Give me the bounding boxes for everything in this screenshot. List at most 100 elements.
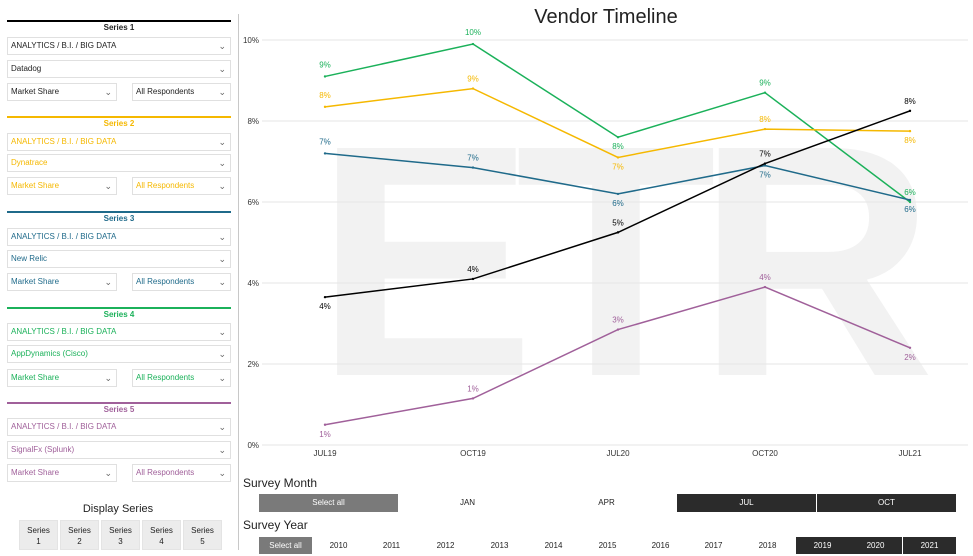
survey-month-jan-button[interactable]: JAN — [459, 498, 476, 507]
chevron-down-icon: ⌄ — [218, 468, 226, 478]
display-series-4-word: Series — [150, 526, 173, 535]
chevron-down-icon: ⌄ — [218, 373, 226, 383]
series-3-point — [471, 166, 475, 169]
series-3-data-label: 7% — [467, 154, 479, 163]
y-tick-label: 10% — [243, 36, 259, 45]
display-series-3-button[interactable]: Series 3 — [101, 520, 140, 550]
series-5-data-label: 1% — [319, 430, 331, 439]
series-5-respondents-select[interactable]: All Respondents ⌄ — [132, 464, 231, 482]
y-tick-label: 8% — [247, 117, 259, 126]
display-series-5-button[interactable]: Series 5 — [183, 520, 222, 550]
series-2-sector-value: ANALYTICS / B.I. / BIG DATA — [11, 137, 117, 146]
series-1-vendor-select[interactable]: Datadog ⌄ — [7, 60, 231, 78]
series-1-respondents-select[interactable]: All Respondents ⌄ — [132, 83, 231, 101]
display-series-5-number: 5 — [200, 537, 205, 546]
series-5-metric-select[interactable]: Market Share ⌄ — [7, 464, 117, 482]
panel-divider — [238, 14, 239, 550]
series-4-sector-select[interactable]: ANALYTICS / B.I. / BIG DATA ⌄ — [7, 323, 231, 341]
y-tick-label: 4% — [247, 279, 259, 288]
series-5-data-label: 1% — [467, 384, 479, 393]
series-3-point — [616, 192, 620, 196]
chevron-down-icon: ⌄ — [104, 87, 112, 97]
display-series-title: Display Series — [82, 503, 154, 515]
series-1-point — [471, 42, 475, 46]
series-2-config: Series 2 ANALYTICS / B.I. / BIG DATA ⌄ Dy… — [7, 116, 231, 195]
survey-year-2013-button[interactable]: 2013 — [490, 541, 509, 550]
series-4-vendor-select[interactable]: AppDynamics (Cisco) ⌄ — [7, 345, 231, 363]
x-tick-label: JUL20 — [606, 449, 630, 458]
series-3-metric-select[interactable]: Market Share ⌄ — [7, 273, 117, 291]
chevron-down-icon: ⌄ — [218, 41, 226, 51]
series-2-metric-value: Market Share — [11, 181, 60, 190]
display-series-2-button[interactable]: Series 2 — [60, 520, 99, 550]
series-1-data-label: 10% — [465, 28, 481, 37]
series-2-vendor-select[interactable]: Dynatrace ⌄ — [7, 154, 231, 172]
series-1-sector-value: ANALYTICS / B.I. / BIG DATA — [11, 41, 117, 50]
survey-year-2010-button[interactable]: 2010 — [329, 541, 348, 550]
series-5-config: Series 5 ANALYTICS / B.I. / BIG DATA ⌄ Si… — [7, 402, 231, 482]
chevron-down-icon: ⌄ — [218, 181, 226, 191]
series-3-sector-select[interactable]: ANALYTICS / B.I. / BIG DATA ⌄ — [7, 228, 231, 246]
survey-year-2021-button[interactable]: 2021 — [903, 537, 956, 554]
series-3-respondents-select[interactable]: All Respondents ⌄ — [132, 273, 231, 291]
series-1-point — [323, 75, 327, 78]
series-5-sector-select[interactable]: ANALYTICS / B.I. / BIG DATA ⌄ — [7, 418, 231, 436]
series-2-metric-select[interactable]: Market Share ⌄ — [7, 177, 117, 195]
survey-year-2020-button[interactable]: 2020 — [849, 537, 902, 554]
survey-year-2015-button[interactable]: 2015 — [598, 541, 617, 550]
series-2-data-label: 7% — [612, 162, 624, 171]
chevron-down-icon: ⌄ — [218, 158, 226, 168]
survey-year-2012-button[interactable]: 2012 — [436, 541, 455, 550]
series-5-vendor-select[interactable]: SignalFx (Splunk) ⌄ — [7, 441, 231, 459]
series-2-point — [323, 105, 327, 109]
series-config-panel: Series 1 ANALYTICS / B.I. / BIG DATA ⌄ Da… — [0, 0, 236, 556]
survey-year-2011-button[interactable]: 2011 — [382, 541, 401, 550]
display-series-1-button[interactable]: Series 1 — [19, 520, 58, 550]
display-series-1-number: 1 — [36, 537, 41, 546]
series-3-sector-value: ANALYTICS / B.I. / BIG DATA — [11, 232, 117, 241]
series-4-respondents-select[interactable]: All Respondents ⌄ — [132, 369, 231, 387]
series-4-sector-value: ANALYTICS / B.I. / BIG DATA — [11, 327, 117, 336]
series-2-point — [908, 129, 912, 133]
survey-year-2019-button[interactable]: 2019 — [796, 537, 849, 554]
series-1-point — [763, 91, 767, 94]
series-5-header: Series 5 — [7, 402, 231, 416]
series-1-metric-select[interactable]: Market Share ⌄ — [7, 83, 117, 101]
series-4-respondents-value: All Respondents — [136, 373, 195, 382]
survey-year-select-all-button[interactable]: Select all — [259, 537, 312, 554]
survey-month-oct-button[interactable]: OCT — [817, 494, 956, 512]
series-2-sector-select[interactable]: ANALYTICS / B.I. / BIG DATA ⌄ — [7, 133, 231, 151]
series-4-point — [763, 162, 767, 165]
display-series-3-number: 3 — [118, 537, 123, 546]
display-series-2-number: 2 — [77, 537, 82, 546]
survey-year-2018-button[interactable]: 2018 — [758, 541, 777, 550]
display-series-5-word: Series — [191, 526, 214, 535]
survey-year-2017-button[interactable]: 2017 — [704, 541, 723, 550]
survey-month-select-all-button[interactable]: Select all — [259, 494, 398, 512]
x-tick-label: JUL19 — [313, 449, 337, 458]
survey-year-2014-button[interactable]: 2014 — [544, 541, 563, 550]
series-2-data-label: 8% — [904, 136, 916, 145]
series-5-data-label: 3% — [612, 316, 624, 325]
series-2-data-label: 8% — [759, 115, 771, 124]
series-3-vendor-value: New Relic — [11, 254, 48, 263]
survey-year-2016-button[interactable]: 2016 — [651, 541, 670, 550]
series-3-metric-value: Market Share — [11, 277, 60, 286]
series-3-vendor-select[interactable]: New Relic ⌄ — [7, 250, 231, 268]
series-1-data-label: 6% — [904, 188, 916, 197]
series-2-respondents-select[interactable]: All Respondents ⌄ — [132, 177, 231, 195]
series-4-metric-value: Market Share — [11, 373, 60, 382]
chevron-down-icon: ⌄ — [218, 445, 226, 455]
survey-month-apr-button[interactable]: APR — [598, 498, 615, 507]
series-4-vendor-value: AppDynamics (Cisco) — [11, 349, 88, 358]
series-2-point — [471, 87, 475, 90]
series-1-sector-select[interactable]: ANALYTICS / B.I. / BIG DATA ⌄ — [7, 37, 231, 55]
series-2-respondents-value: All Respondents — [136, 181, 195, 190]
series-5-point — [323, 423, 327, 426]
chevron-down-icon: ⌄ — [218, 137, 226, 147]
series-4-metric-select[interactable]: Market Share ⌄ — [7, 369, 117, 387]
survey-month-jul-button[interactable]: JUL — [677, 494, 816, 512]
series-5-point — [908, 346, 912, 349]
display-series-4-button[interactable]: Series 4 — [142, 520, 181, 550]
